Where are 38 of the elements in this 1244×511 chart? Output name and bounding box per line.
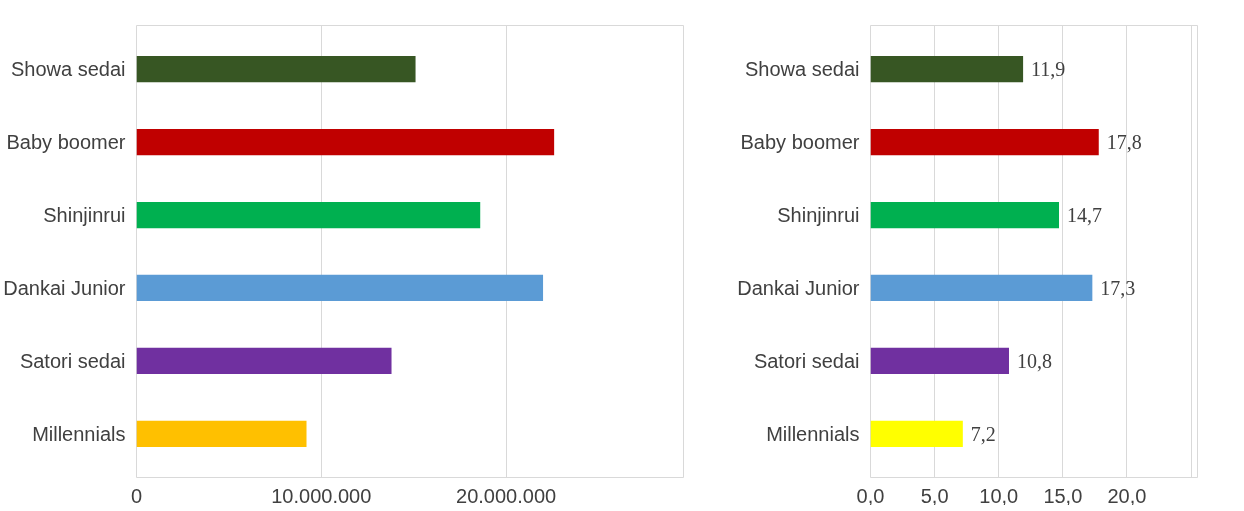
y-tick-label: Millennials (766, 422, 860, 445)
y-tick-label: Baby boomer (740, 131, 860, 154)
x-tick-label: 10,0 (979, 484, 1019, 507)
bar (870, 347, 1009, 374)
x-tick-label: 10.000.000 (271, 484, 372, 507)
bar (136, 347, 392, 374)
bar (136, 274, 544, 302)
bar (870, 56, 1024, 83)
y-tick-label: Shinjinrui (43, 204, 126, 227)
x-tick-label: 5,0 (920, 484, 949, 507)
y-tick-label: Showa sedai (10, 58, 126, 81)
bar (870, 274, 1093, 302)
bar (136, 129, 555, 156)
data-label: 11,9 (1031, 58, 1066, 81)
x-tick-label: 20.000.000 (456, 484, 557, 507)
y-tick-label: Dankai Junior (3, 276, 126, 299)
y-tick-label: Showa sedai (744, 58, 860, 81)
x-tick-label: 0 (130, 484, 143, 507)
data-label: 17,8 (1106, 131, 1142, 154)
data-label: 17,3 (1100, 276, 1136, 299)
y-tick-label: Satori sedai (19, 349, 126, 372)
bar (136, 201, 481, 229)
data-label: 14,7 (1067, 204, 1103, 227)
bar (136, 56, 416, 83)
y-tick-label: Dankai Junior (737, 276, 860, 299)
data-label: 10,8 (1016, 349, 1052, 372)
bar (870, 129, 1099, 156)
y-tick-label: Millennials (32, 422, 126, 445)
y-tick-label: Shinjinrui (777, 204, 860, 227)
bar (870, 420, 963, 447)
bar (870, 201, 1060, 229)
x-tick-label: 0,0 (856, 484, 885, 507)
x-tick-label: 15,0 (1043, 484, 1083, 507)
y-tick-label: Satori sedai (753, 349, 860, 372)
bar (136, 420, 307, 447)
data-label: 7,2 (970, 422, 996, 445)
x-tick-label: 20,0 (1107, 484, 1147, 507)
y-tick-label: Baby boomer (6, 131, 126, 154)
